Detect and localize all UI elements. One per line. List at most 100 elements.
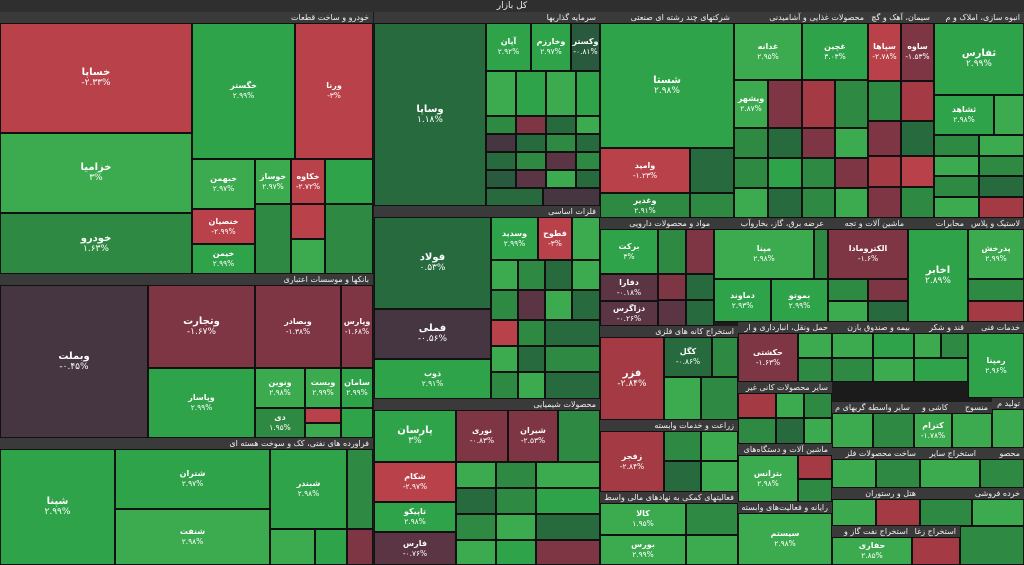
tile-akhaber[interactable]: اخابر ۲.۸۹%	[908, 229, 968, 322]
tile-small[interactable]	[576, 71, 600, 116]
tile-small[interactable]	[456, 488, 496, 514]
tile-small[interactable]	[768, 158, 802, 188]
tile-shekam[interactable]: شکام -۲.۹۷%	[374, 462, 456, 502]
tile-small[interactable]	[868, 187, 901, 218]
tile-apan[interactable]: آپان ۲.۹۲%	[486, 23, 531, 71]
tile-small[interactable]	[576, 116, 600, 134]
tile-small[interactable]	[934, 156, 979, 176]
sector-tol[interactable]: تولید م	[992, 398, 1024, 448]
tile-small[interactable]	[972, 499, 1024, 526]
tile-small[interactable]	[572, 217, 600, 260]
tile-small[interactable]	[518, 320, 545, 346]
tile-small[interactable]	[868, 81, 901, 121]
sector-investment[interactable]: سرمایه گذاریها وساپا ۱.۱۸% آپان ۲.۹۲% وخار…	[374, 12, 600, 206]
tile-small[interactable]	[486, 116, 516, 134]
tile-shtran[interactable]: شتران ۲.۹۷%	[115, 449, 270, 509]
tile-small[interactable]	[664, 377, 701, 420]
tile-btrans[interactable]: بترانس ۲.۹۸%	[738, 455, 798, 502]
tile-vbmellat[interactable]: وبملت -۰.۴۵%	[0, 285, 148, 438]
tile-small[interactable]	[558, 410, 600, 462]
tile-small[interactable]	[802, 128, 835, 158]
tile-small[interactable]	[545, 346, 600, 372]
sector-hotel[interactable]: هتل و رستوران	[832, 488, 920, 526]
tile-small[interactable]	[934, 135, 979, 156]
tile-small[interactable]	[979, 197, 1024, 218]
tile-khodro[interactable]: خودرو ۱.۶۳%	[0, 213, 192, 274]
tile-small[interactable]	[701, 461, 738, 492]
tile-small[interactable]	[876, 499, 920, 526]
tile-small[interactable]	[456, 514, 496, 540]
tile-small[interactable]	[518, 290, 545, 320]
tile-small[interactable]	[914, 358, 968, 382]
tile-small[interactable]	[325, 159, 373, 204]
sector-paper[interactable]: محصو	[980, 448, 1024, 488]
tile-small[interactable]	[291, 239, 325, 274]
tile-small[interactable]	[491, 290, 518, 320]
tile-small[interactable]	[868, 121, 901, 156]
tile-vkestar[interactable]: وکستر -۰.۸۱%	[571, 23, 600, 71]
tile-shasta[interactable]: شستا ۲.۹۸%	[600, 23, 734, 148]
tile-shenaft[interactable]: شنفت ۲.۹۸%	[115, 509, 270, 565]
tile-small[interactable]	[516, 71, 546, 116]
tile-shbandar[interactable]: شبندر ۲.۹۸%	[270, 449, 347, 529]
tile-dfara[interactable]: دفارا -۰.۱۸%	[600, 274, 658, 301]
sector-food[interactable]: محصولات غذایی و آشامیدنی غدانه ۲.۹۵% غچین…	[734, 12, 868, 218]
tile-small[interactable]	[686, 229, 714, 274]
tile-small[interactable]	[496, 488, 536, 514]
tile-small[interactable]	[456, 462, 496, 488]
tile-small[interactable]	[873, 413, 914, 448]
sector-plastic[interactable]: لاستیک و پلاس پدرخش ۲.۹۹%	[968, 218, 1024, 322]
tile-small[interactable]	[979, 176, 1024, 197]
tile-small[interactable]	[734, 158, 768, 188]
tile-small[interactable]	[572, 290, 600, 320]
tile-small[interactable]	[901, 81, 934, 121]
tile-small[interactable]	[798, 479, 832, 502]
tile-small[interactable]	[491, 260, 518, 290]
tile-small[interactable]	[901, 156, 934, 187]
tile-small[interactable]	[952, 413, 992, 448]
tile-small[interactable]	[912, 537, 960, 565]
sector-nonmetal[interactable]: سایر محصولات کانی غیر	[738, 382, 832, 444]
tile-small[interactable]	[686, 300, 714, 326]
tile-small[interactable]	[486, 170, 516, 188]
sector-auto[interactable]: خودرو و ساخت قطعات خساپا -۲.۳۳% خگستر ۲.۹۹…	[0, 12, 373, 274]
tile-barkat[interactable]: برکت ۳%	[600, 229, 658, 274]
tile-tapiko[interactable]: تاپیکو ۲.۹۸%	[374, 502, 456, 532]
tile-small[interactable]	[536, 488, 600, 514]
tile-small[interactable]	[960, 526, 1024, 565]
tile-small[interactable]	[980, 459, 1024, 488]
tile-small[interactable]	[518, 346, 545, 372]
tile-small[interactable]	[491, 320, 518, 346]
sector-intermediary[interactable]: سایر واسطه گریهای م	[832, 402, 914, 448]
sector-other-mining[interactable]: استخراج سایر	[920, 448, 980, 488]
tile-small[interactable]	[868, 301, 908, 322]
tile-small[interactable]	[325, 204, 373, 274]
sector-machinery[interactable]: ماشین آلات و تجه الکترومادا -۱.۶%	[828, 218, 908, 322]
tile-saveh[interactable]: ساوه -۱.۵۳%	[901, 23, 934, 81]
tile-small[interactable]	[979, 135, 1024, 156]
sector-banks[interactable]: بانکها و موسسات اعتباری وبملت -۰.۴۵% وتجا…	[0, 274, 373, 438]
sector-services[interactable]: خدمات فنی رمپنا ۲.۹۶%	[968, 322, 1024, 398]
tile-zob[interactable]: ذوب ۲.۹۱%	[374, 359, 491, 399]
tile-small[interactable]	[873, 333, 914, 358]
tile-sshahed[interactable]: ثشاهد ۲.۹۸%	[934, 95, 994, 135]
tile-small[interactable]	[270, 529, 315, 565]
sector-pharma[interactable]: مواد و محصولات دارویی برکت ۳% دفارا -۰.۱۸%…	[600, 218, 714, 326]
tile-small[interactable]	[832, 499, 876, 526]
tile-small[interactable]	[738, 393, 776, 418]
tile-small[interactable]	[516, 134, 546, 152]
tile-small[interactable]	[776, 393, 804, 418]
tile-ftouh[interactable]: فطوح -۳%	[538, 217, 572, 260]
sector-mining[interactable]: استخراج کانه های فلزی فزر -۲.۸۴% کگل -۰.۸۶…	[600, 326, 738, 420]
tile-small[interactable]	[876, 459, 920, 488]
tile-small[interactable]	[738, 418, 776, 444]
tile-small[interactable]	[341, 408, 373, 438]
tile-sepaha[interactable]: سپاها -۲.۷۸%	[868, 23, 901, 81]
tile-small[interactable]	[802, 158, 835, 188]
tile-varna[interactable]: ورنا -۳%	[295, 23, 373, 159]
tile-small[interactable]	[486, 188, 543, 206]
tile-small[interactable]	[901, 187, 934, 218]
tile-zefajr[interactable]: زفجر -۲.۸۴%	[600, 431, 664, 492]
tile-khnasian[interactable]: خنصیان -۲.۹۹%	[192, 209, 255, 244]
tile-small[interactable]	[572, 260, 600, 290]
